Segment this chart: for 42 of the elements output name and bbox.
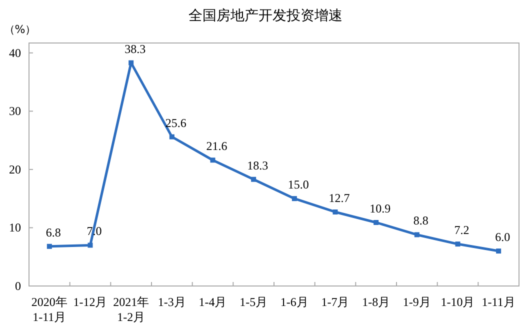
point: [332, 209, 338, 214]
chart-title: 全国房地产开发投资增速: [188, 8, 342, 24]
point: [292, 196, 297, 202]
data-label: 38.3: [124, 42, 146, 56]
x-tick-label: 1-10月: [440, 295, 475, 309]
point: [251, 176, 256, 182]
data-label: 15.0: [288, 178, 309, 192]
y-tick-label: 20: [9, 162, 21, 176]
y-tick-label: 0: [15, 279, 21, 293]
data-label: 10.9: [370, 201, 391, 216]
x-tick-label: 1-7月: [321, 295, 350, 309]
x-tick-label: 1-9月: [402, 295, 431, 309]
x-tick-label: 1-12月: [73, 295, 108, 309]
point: [169, 134, 174, 140]
data-label: 18.3: [247, 158, 268, 172]
x-tick-label: 1-3月: [158, 295, 186, 309]
y-tick-label: 10: [9, 220, 21, 235]
data-label: 21.6: [206, 139, 228, 154]
point: [455, 242, 460, 247]
data-label: 12.7: [328, 190, 350, 205]
data-label: 6.0: [495, 230, 510, 244]
point: [128, 60, 134, 66]
x-tick-label: 1-6月: [280, 295, 308, 309]
y-tick-label: 40: [9, 46, 21, 60]
data-label: 8.8: [413, 214, 428, 228]
point: [414, 232, 420, 238]
y-tick-label: 30: [9, 104, 21, 118]
x-tick-label: 2020年 1-11月: [31, 295, 68, 324]
data-label: 6.8: [46, 225, 61, 240]
point: [88, 242, 93, 248]
point: [496, 248, 502, 254]
x-tick-label: 1-4月: [198, 295, 227, 309]
x-tick-label: 1-11月: [482, 295, 516, 309]
y-axis-title: （%）: [4, 23, 36, 36]
data-label: 25.6: [165, 116, 186, 130]
point: [374, 220, 379, 225]
x-tick-label: 2021年 1-2月: [113, 295, 150, 324]
point: [46, 244, 52, 249]
data-label: 7.2: [454, 223, 470, 238]
point: [210, 158, 216, 163]
x-tick-label: 1-5月: [240, 295, 268, 309]
x-tick-label: 1-8月: [362, 295, 390, 309]
